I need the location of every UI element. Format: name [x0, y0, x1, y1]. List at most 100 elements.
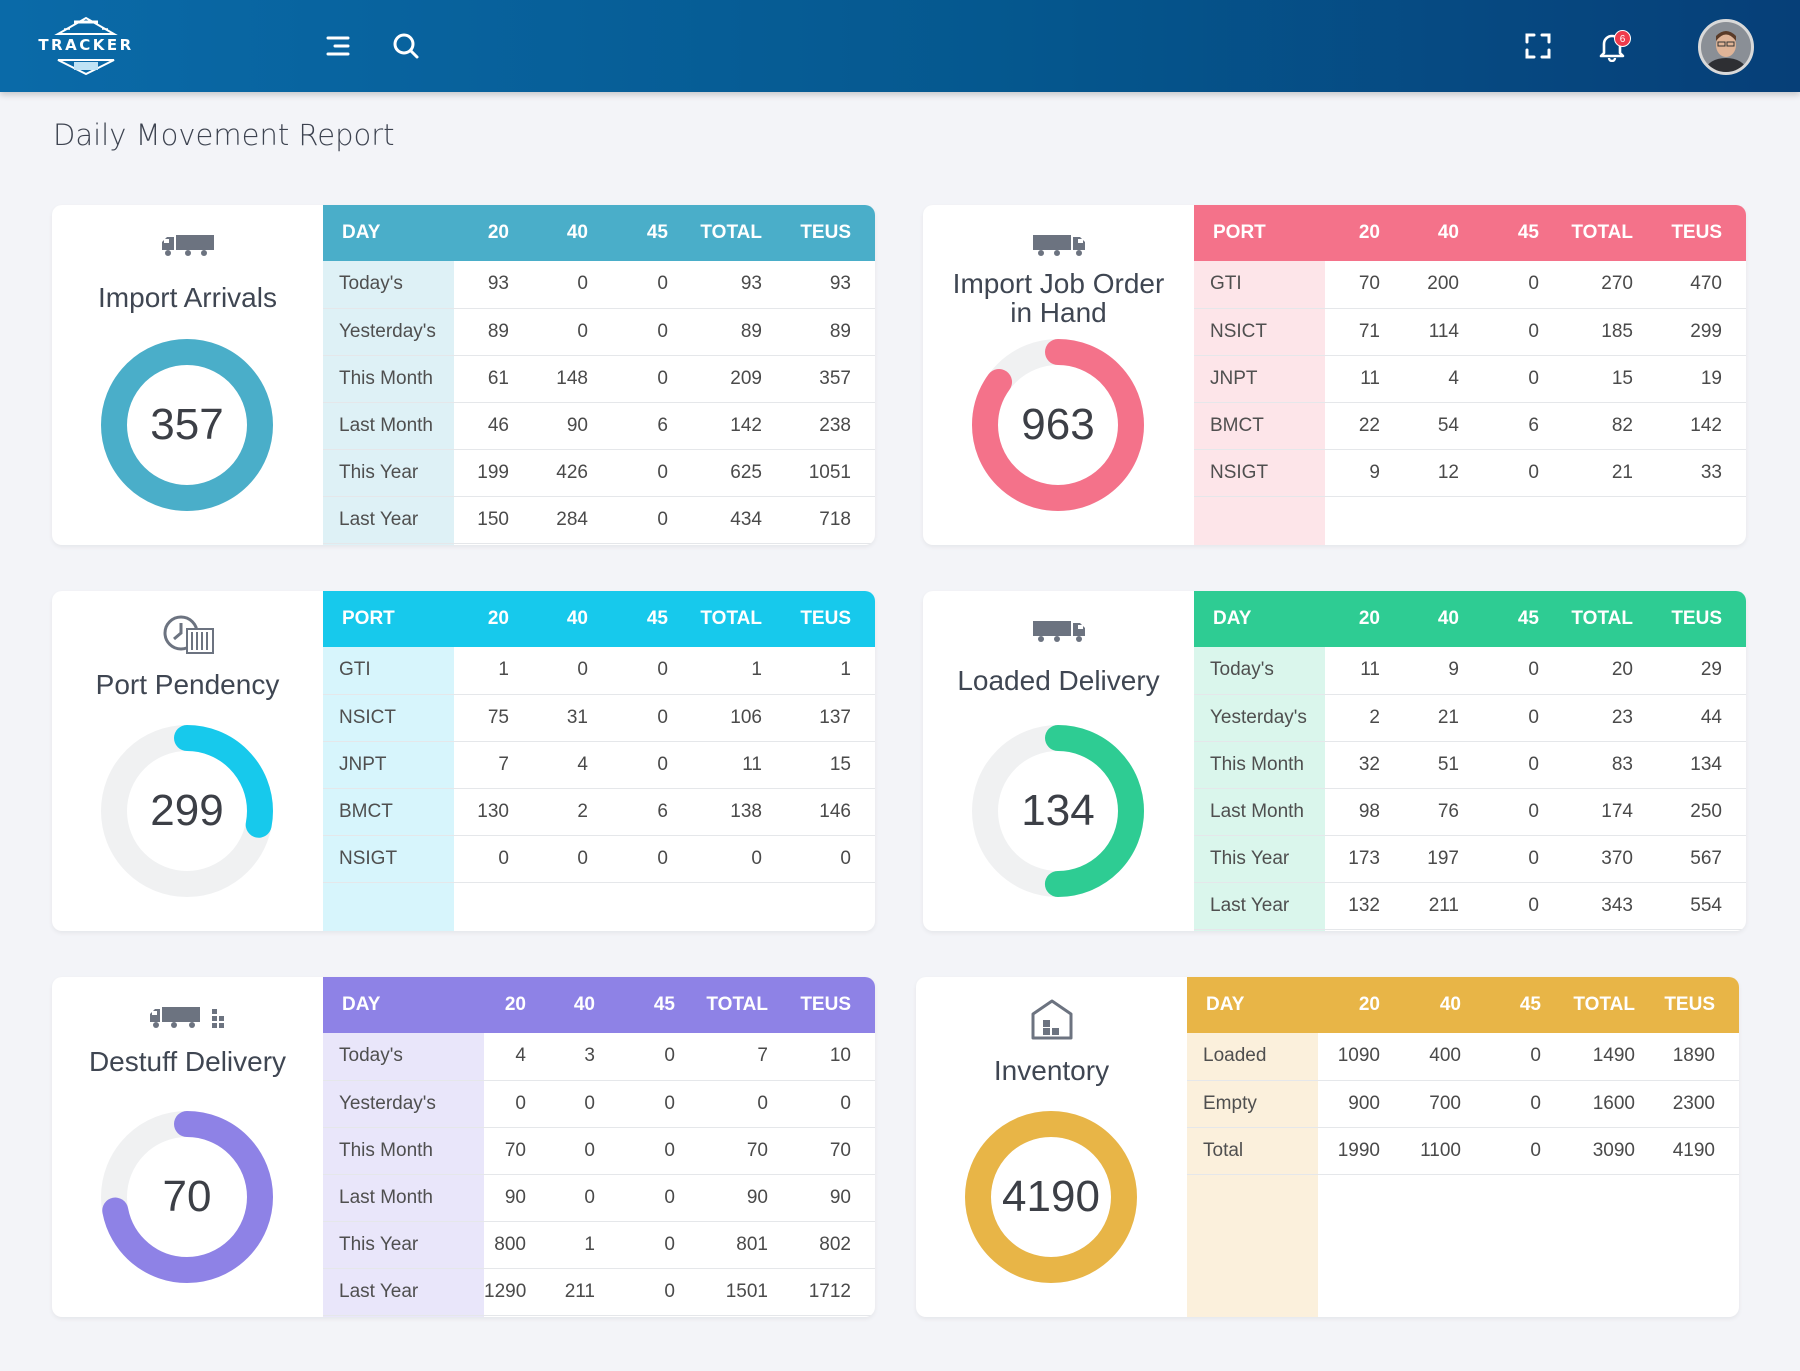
cell-value: 0: [1485, 1033, 1565, 1081]
column-header[interactable]: TEUS: [792, 977, 875, 1033]
filler-cell: [550, 1315, 619, 1317]
column-header[interactable]: 20: [454, 591, 533, 647]
column-header[interactable]: 40: [550, 977, 619, 1033]
cell-value: 0: [619, 1174, 699, 1222]
column-header[interactable]: 45: [1483, 591, 1563, 647]
cell-value: 238: [786, 402, 875, 450]
cell-value: 718: [786, 496, 875, 544]
column-header[interactable]: TEUS: [786, 205, 875, 261]
cell-value: 209: [692, 355, 786, 403]
import-job-order-card: Import Job Order in Hand 963 PORT 20 40 45 T…: [923, 205, 1746, 545]
column-header[interactable]: TOTAL: [1565, 977, 1659, 1033]
column-header[interactable]: DAY: [1194, 591, 1325, 647]
column-header[interactable]: 45: [619, 977, 699, 1033]
cell-value: 4: [484, 1033, 550, 1081]
loaded-delivery-table: DAY 20 40 45 TOTAL TEUS Today's 11 9 0 20 29 Yesterd…: [1194, 591, 1746, 931]
cell-value: 0: [484, 1080, 550, 1128]
cell-value: 174: [1563, 788, 1657, 836]
column-header[interactable]: 20: [1318, 977, 1404, 1033]
column-header[interactable]: TOTAL: [1563, 205, 1657, 261]
cell-value: 0: [612, 741, 692, 789]
column-header[interactable]: 40: [533, 205, 612, 261]
column-header[interactable]: TEUS: [1657, 591, 1746, 647]
column-header[interactable]: 20: [1325, 591, 1404, 647]
cell-value: 0: [533, 261, 612, 309]
column-header[interactable]: TEUS: [1659, 977, 1739, 1033]
column-header[interactable]: 40: [533, 591, 612, 647]
cell-value: 15: [1563, 355, 1657, 403]
user-avatar[interactable]: [1698, 19, 1754, 75]
cell-value: 82: [1563, 402, 1657, 450]
cell-value: 54: [1404, 402, 1483, 450]
cell-value: 90: [533, 402, 612, 450]
table-header-row: DAY 20 40 45 TOTAL TEUS: [1194, 591, 1746, 647]
filler-cell: [1318, 1174, 1404, 1317]
cell-value: 114: [1404, 308, 1483, 356]
cell-value: 1712: [792, 1268, 875, 1316]
cell-value: 0: [1483, 261, 1563, 309]
truck-icon: [923, 613, 1194, 649]
row-label: Yesterday's: [323, 308, 454, 356]
donut-value: 70: [162, 1172, 212, 1221]
menu-icon[interactable]: [318, 26, 358, 66]
logo-text: TRACKER: [38, 36, 134, 54]
fullscreen-icon[interactable]: [1518, 26, 1558, 66]
column-header[interactable]: 20: [1325, 205, 1404, 261]
column-header[interactable]: 45: [1483, 205, 1563, 261]
filler-cell: [792, 1315, 875, 1317]
cell-value: 70: [1325, 261, 1404, 309]
card-title: Import Arrivals: [98, 282, 277, 313]
column-header[interactable]: DAY: [323, 205, 454, 261]
column-header[interactable]: 40: [1404, 205, 1483, 261]
table-header-row: PORT 20 40 45 TOTAL TEUS: [323, 591, 875, 647]
cell-value: 0: [612, 647, 692, 695]
column-header[interactable]: 40: [1404, 977, 1485, 1033]
column-header[interactable]: TOTAL: [692, 591, 786, 647]
column-header[interactable]: 20: [454, 205, 533, 261]
column-header[interactable]: TOTAL: [1563, 591, 1657, 647]
port-pendency-card: Port Pendency 299 PORT 20 40 45 TOTAL TEUS GTI…: [52, 591, 875, 931]
column-header[interactable]: TOTAL: [699, 977, 792, 1033]
column-header[interactable]: PORT: [323, 591, 454, 647]
cell-value: 0: [550, 1080, 619, 1128]
cell-value: 0: [619, 1080, 699, 1128]
cell-value: 71: [1325, 308, 1404, 356]
row-label: Total: [1187, 1127, 1318, 1175]
column-header[interactable]: TOTAL: [692, 205, 786, 261]
column-header[interactable]: DAY: [323, 977, 484, 1033]
destuff-delivery-table: DAY 20 40 45 TOTAL TEUS Today's 4 3 0 7 10 Yesterday…: [323, 977, 875, 1317]
filler-cell: [1563, 496, 1657, 545]
column-header[interactable]: 40: [1404, 591, 1483, 647]
cell-value: 0: [1483, 355, 1563, 403]
search-icon[interactable]: [386, 26, 426, 66]
row-label: NSICT: [323, 694, 454, 742]
filler-cell: [1565, 1174, 1659, 1317]
table-row: BMCT 130 2 6 138 146: [323, 788, 875, 836]
column-header[interactable]: 20: [484, 977, 550, 1033]
column-header[interactable]: 45: [612, 205, 692, 261]
tracker-logo[interactable]: TRACKER: [38, 14, 134, 78]
column-header[interactable]: TEUS: [786, 591, 875, 647]
cell-value: 93: [786, 261, 875, 309]
card-title: Destuff Delivery: [88, 1046, 287, 1077]
cell-value: 0: [692, 835, 786, 883]
filler-cell: [533, 882, 612, 931]
row-label: This Year: [323, 1221, 484, 1269]
cell-value: 434: [692, 496, 786, 544]
cell-value: 0: [1483, 835, 1563, 883]
column-header[interactable]: 45: [1485, 977, 1565, 1033]
notifications-button[interactable]: 6: [1592, 26, 1632, 66]
row-label: Yesterday's: [1194, 694, 1325, 742]
column-header[interactable]: DAY: [1187, 977, 1318, 1033]
cell-value: 0: [612, 835, 692, 883]
column-header[interactable]: 45: [612, 591, 692, 647]
port-pendency-donut: 299: [100, 724, 274, 898]
cell-value: 1090: [1318, 1033, 1404, 1081]
cell-value: 173: [1325, 835, 1404, 883]
table-row: Empty 900 700 0 1600 2300: [1187, 1080, 1739, 1128]
column-header[interactable]: TEUS: [1657, 205, 1746, 261]
donut-value: 4190: [1002, 1172, 1100, 1221]
column-header[interactable]: PORT: [1194, 205, 1325, 261]
cell-value: 6: [1483, 402, 1563, 450]
filler-cell: [786, 543, 875, 545]
